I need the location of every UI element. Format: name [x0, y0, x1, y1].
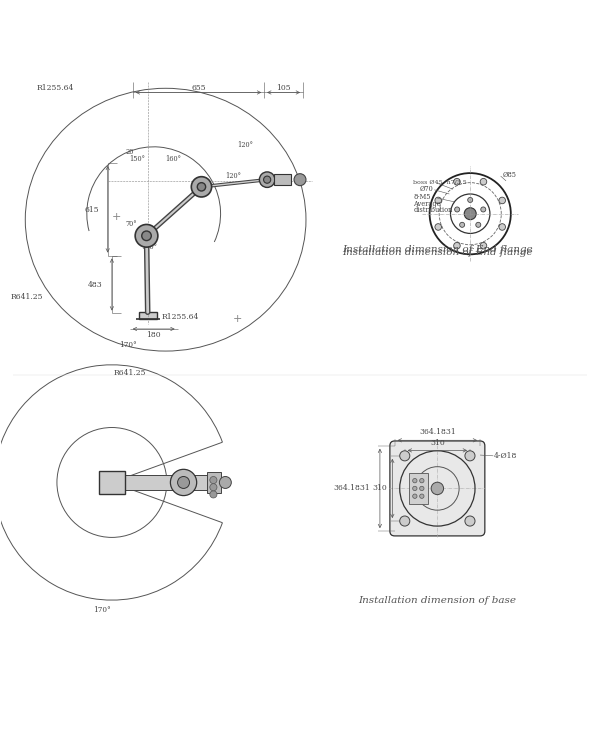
- Circle shape: [197, 183, 206, 191]
- Text: 120°: 120°: [237, 141, 253, 149]
- Circle shape: [419, 486, 424, 490]
- Bar: [99, 471, 125, 494]
- Circle shape: [220, 477, 232, 488]
- Text: 8-M5: 8-M5: [413, 193, 431, 201]
- Bar: [124, 474, 211, 490]
- Circle shape: [413, 479, 417, 483]
- Bar: [208, 471, 221, 493]
- Text: 310: 310: [430, 439, 445, 447]
- Text: 170°: 170°: [119, 341, 137, 349]
- Circle shape: [259, 172, 275, 187]
- Circle shape: [191, 176, 212, 197]
- Circle shape: [400, 451, 410, 461]
- Text: Ø85: Ø85: [503, 171, 517, 179]
- Text: 483: 483: [88, 281, 103, 289]
- Text: 170°: 170°: [93, 605, 110, 613]
- Text: +: +: [233, 315, 242, 324]
- Text: 364.1831: 364.1831: [419, 428, 456, 436]
- Circle shape: [499, 224, 505, 231]
- Circle shape: [400, 516, 410, 526]
- Circle shape: [413, 494, 417, 498]
- Circle shape: [499, 197, 505, 203]
- Circle shape: [210, 484, 217, 491]
- Text: 105: 105: [276, 83, 290, 92]
- Circle shape: [263, 176, 271, 183]
- Circle shape: [468, 198, 473, 203]
- Text: 615: 615: [84, 206, 99, 214]
- Circle shape: [460, 223, 464, 228]
- Bar: [139, 313, 157, 319]
- Text: +: +: [112, 212, 121, 222]
- Text: Average: Average: [413, 200, 441, 208]
- Circle shape: [454, 179, 460, 185]
- Circle shape: [480, 179, 487, 185]
- Text: R641.25: R641.25: [10, 294, 43, 302]
- Text: Installation dimension of End flange: Installation dimension of End flange: [342, 248, 533, 257]
- Text: Ø70: Ø70: [419, 184, 433, 193]
- Text: Installation dimension of End flange: Installation dimension of End flange: [342, 245, 533, 254]
- Circle shape: [135, 225, 158, 247]
- Circle shape: [210, 491, 217, 498]
- Text: distribution: distribution: [413, 206, 453, 214]
- Text: 310: 310: [373, 485, 388, 493]
- Circle shape: [465, 516, 475, 526]
- Text: 150°: 150°: [129, 154, 145, 163]
- Text: 150°: 150°: [142, 242, 157, 250]
- Text: 655: 655: [191, 83, 206, 92]
- Text: 180: 180: [146, 331, 161, 339]
- Text: 20: 20: [125, 148, 134, 156]
- Text: R1255.64: R1255.64: [37, 84, 74, 92]
- Circle shape: [465, 451, 475, 461]
- Text: Installation dimension of base: Installation dimension of base: [358, 596, 517, 605]
- Circle shape: [170, 469, 197, 496]
- Circle shape: [464, 208, 476, 220]
- Text: R641.25: R641.25: [113, 369, 146, 377]
- Bar: [274, 174, 291, 185]
- Circle shape: [481, 207, 486, 212]
- Circle shape: [431, 482, 443, 495]
- Text: 364.1831: 364.1831: [334, 485, 370, 493]
- Text: 160°: 160°: [166, 154, 181, 163]
- FancyBboxPatch shape: [390, 441, 485, 536]
- Bar: [409, 473, 428, 504]
- Text: 4-Ø18: 4-Ø18: [494, 452, 517, 460]
- Circle shape: [435, 197, 442, 203]
- Circle shape: [454, 242, 460, 249]
- Circle shape: [210, 477, 217, 484]
- Circle shape: [142, 231, 151, 241]
- Circle shape: [294, 173, 306, 186]
- Text: R1255.64: R1255.64: [162, 313, 199, 321]
- Text: 120°: 120°: [225, 172, 241, 180]
- Circle shape: [435, 224, 442, 231]
- Circle shape: [413, 486, 417, 490]
- Circle shape: [419, 494, 424, 498]
- Circle shape: [455, 207, 460, 212]
- Circle shape: [178, 477, 190, 488]
- Circle shape: [476, 223, 481, 228]
- Circle shape: [419, 479, 424, 483]
- Circle shape: [480, 242, 487, 249]
- Text: boss Ø45  h7/3.5: boss Ø45 h7/3.5: [413, 179, 467, 184]
- Text: 70°: 70°: [126, 220, 137, 228]
